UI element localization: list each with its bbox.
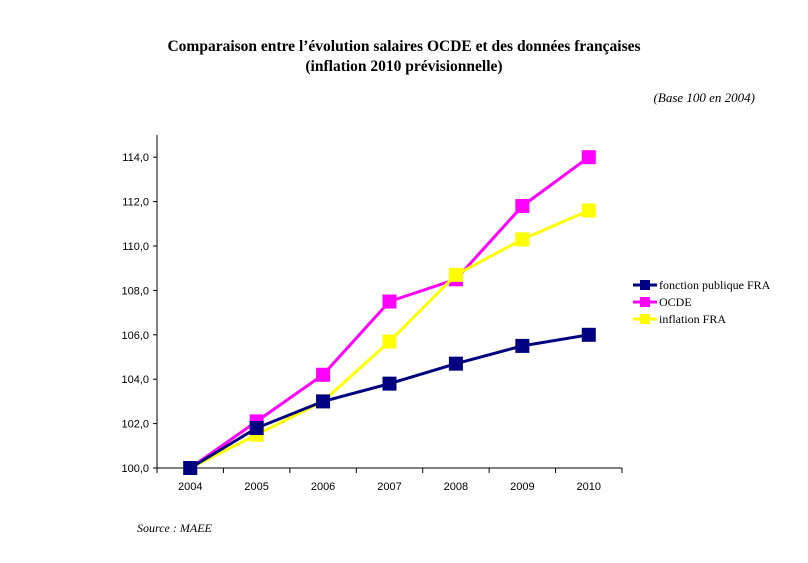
chart-axes: [153, 135, 623, 473]
data-point: [515, 232, 530, 247]
x-tick-label: 2009: [510, 481, 534, 493]
x-tick-label: 2010: [577, 481, 601, 493]
data-point: [581, 327, 596, 342]
legend-marker: [640, 297, 650, 307]
data-point: [581, 150, 596, 165]
chart-title-line1: Comparaison entre l’évolution salaires O…: [167, 38, 641, 55]
data-point: [316, 367, 331, 382]
source-note: Source : MAEE: [137, 521, 212, 535]
x-axis-labels: 2004 2005 2006 2007 2008 2009 2010: [178, 481, 601, 493]
legend-item: inflation FRA: [633, 312, 726, 326]
legend-label: inflation FRA: [659, 312, 726, 326]
data-point: [448, 356, 463, 371]
y-axis-labels: 100,0 102,0 104,0 106,0 108,0 110,0 112,0 114,0: [121, 152, 149, 475]
data-point: [515, 338, 530, 353]
series-line: [189, 333, 590, 470]
x-tick-label: 2007: [377, 481, 401, 493]
data-point: [183, 461, 198, 475]
legend-item: OCDE: [633, 295, 692, 309]
data-point: [382, 376, 397, 391]
legend-label: fonction publique FRA: [659, 278, 771, 292]
data-point: [448, 267, 463, 282]
series-1: [183, 150, 596, 475]
data-point: [382, 294, 397, 309]
y-tick-label: 102,0: [121, 419, 149, 431]
y-tick-label: 100,0: [121, 463, 149, 475]
y-tick-label: 108,0: [121, 285, 149, 297]
chart-title-line2: (inflation 2010 prévisionnelle): [305, 58, 503, 75]
data-point: [382, 334, 397, 349]
data-point: [581, 203, 596, 218]
x-tick-label: 2005: [244, 481, 268, 493]
series-layer: [183, 150, 596, 475]
y-tick-label: 104,0: [121, 374, 149, 386]
legend-marker: [640, 280, 650, 290]
data-point: [316, 394, 331, 409]
y-tick-label: 110,0: [122, 241, 149, 253]
data-point: [515, 199, 530, 214]
legend-item: fonction publique FRA: [633, 278, 771, 292]
y-tick-label: 114,0: [122, 152, 149, 164]
x-tick-label: 2004: [178, 481, 202, 493]
x-tick-label: 2006: [311, 481, 335, 493]
chart-subtitle: (Base 100 en 2004): [653, 90, 755, 105]
x-tick-label: 2008: [444, 481, 468, 493]
legend: fonction publique FRA OCDE inflation FRA: [633, 278, 771, 326]
legend-label: OCDE: [659, 295, 692, 309]
data-point: [249, 421, 264, 436]
series-0: [183, 327, 596, 475]
y-tick-label: 106,0: [121, 330, 149, 342]
y-tick-label: 112,0: [122, 197, 149, 209]
legend-marker: [640, 314, 650, 324]
